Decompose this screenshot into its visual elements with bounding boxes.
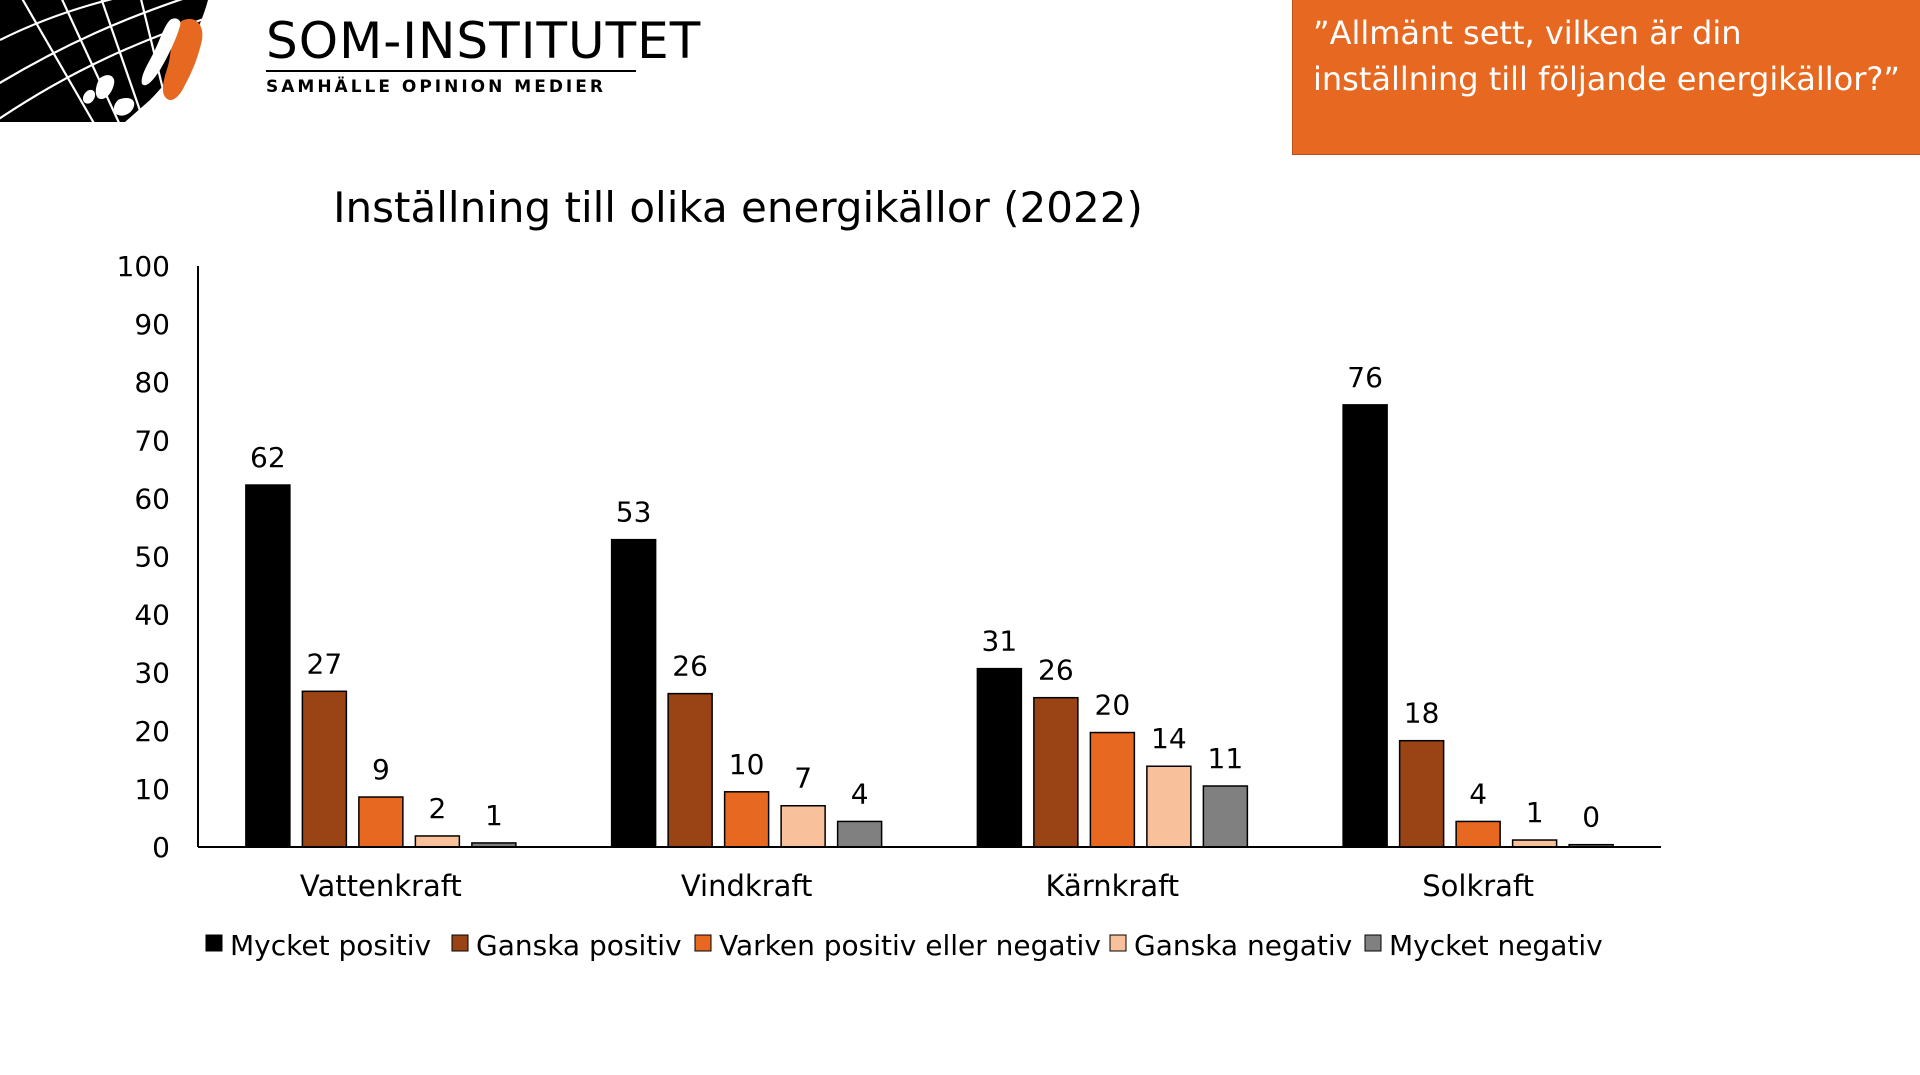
y-tick-label: 0 (152, 831, 170, 864)
legend-label: Mycket positiv (230, 929, 431, 962)
value-label: 20 (1095, 689, 1131, 722)
legend-label: Ganska negativ (1134, 929, 1352, 962)
bar (245, 484, 291, 848)
question-text: ”Allmänt sett, vilken är din inställning… (1313, 14, 1900, 98)
y-tick-label: 60 (134, 482, 170, 515)
category-label: Vattenkraft (300, 869, 462, 903)
legend-swatch (205, 934, 223, 952)
legend: Mycket positiv Ganska positiv Varken posit… (205, 929, 1603, 962)
bar (610, 538, 657, 848)
y-tick-label: 10 (134, 773, 170, 806)
legend-swatch (451, 934, 469, 952)
value-label: 53 (616, 496, 652, 529)
legend-label: Varken positiv eller negativ (719, 929, 1101, 962)
bar (723, 791, 770, 848)
y-tick-label: 20 (134, 715, 170, 748)
value-label: 11 (1208, 742, 1244, 775)
y-tick-label: 30 (134, 657, 170, 690)
value-label: 26 (1038, 654, 1074, 687)
legend-swatch (694, 934, 712, 952)
value-label: 1 (1526, 796, 1544, 829)
value-label: 4 (851, 777, 869, 810)
value-label: 27 (307, 647, 343, 680)
bars (245, 404, 1614, 848)
bar (667, 692, 713, 848)
value-label: 7 (794, 762, 812, 795)
bar (1342, 404, 1388, 848)
bar (1511, 839, 1558, 848)
bar (1146, 765, 1192, 848)
legend-label: Ganska positiv (476, 929, 682, 962)
value-label: 76 (1347, 361, 1383, 394)
legend-label: Mycket negativ (1389, 929, 1603, 962)
value-label: 14 (1151, 722, 1187, 755)
y-axis-ticks: 0 10 20 30 40 50 60 70 80 90 100 (117, 250, 170, 864)
bar (780, 804, 826, 848)
bar (1455, 820, 1501, 848)
bar (358, 796, 404, 848)
logo: SOM-INSTITUTET SAMHÄLLE OPINION MEDIER (0, 0, 700, 125)
bar (836, 820, 883, 848)
logo-rule (266, 70, 636, 72)
bar (1398, 739, 1445, 848)
value-label: 4 (1469, 777, 1487, 810)
logo-tagline: SAMHÄLLE OPINION MEDIER (266, 77, 606, 97)
y-tick-label: 70 (134, 424, 170, 457)
value-label: 0 (1582, 801, 1600, 834)
y-tick-label: 80 (134, 366, 170, 399)
category-label: Kärnkraft (1046, 869, 1180, 903)
logo-name: SOM-INSTITUTET (266, 12, 702, 70)
y-tick-label: 100 (117, 250, 170, 283)
bar (414, 835, 461, 848)
value-label: 2 (428, 792, 446, 825)
chart-title: Inställning till olika energikällor (202… (333, 183, 1143, 232)
bar (301, 690, 348, 848)
y-tick-label: 50 (134, 541, 170, 574)
legend-swatch (1364, 934, 1382, 952)
value-label: 31 (982, 625, 1018, 658)
value-label: 10 (729, 748, 765, 781)
bar (1089, 731, 1136, 848)
bar (1033, 696, 1079, 848)
question-box: ”Allmänt sett, vilken är din inställning… (1292, 0, 1920, 155)
legend-swatch (1109, 934, 1127, 952)
value-label: 62 (250, 441, 286, 474)
bar (1202, 785, 1249, 848)
bar (976, 667, 1023, 848)
category-labels: Vattenkraft Vindkraft Kärnkraft Solkraft (300, 869, 1534, 903)
category-label: Solkraft (1422, 869, 1534, 903)
value-label: 18 (1404, 697, 1440, 730)
value-label: 26 (672, 650, 708, 683)
y-tick-label: 40 (134, 599, 170, 632)
value-label: 1 (485, 799, 503, 832)
value-label: 9 (372, 753, 390, 786)
category-label: Vindkraft (681, 869, 813, 903)
map-graticule-icon (0, 0, 231, 125)
y-tick-label: 90 (134, 308, 170, 341)
